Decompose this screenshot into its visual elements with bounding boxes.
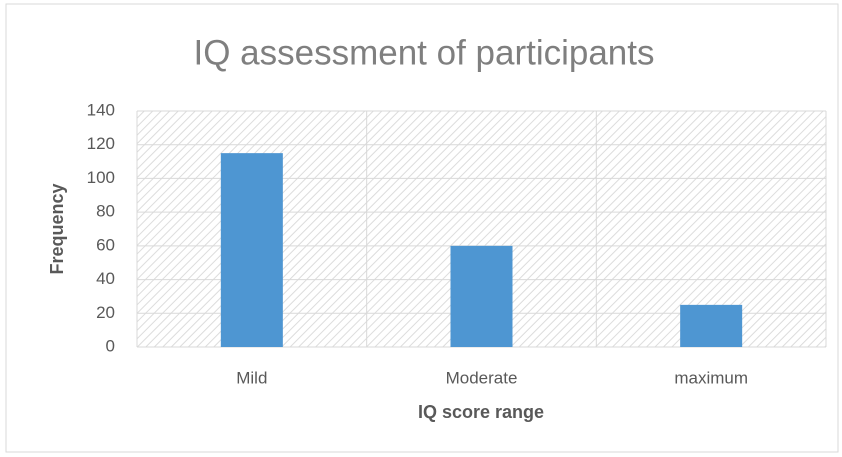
x-axis-label: IQ score range: [418, 402, 544, 422]
bar: [680, 304, 743, 347]
chart-title: IQ assessment of participants: [193, 33, 654, 72]
bar: [450, 245, 513, 347]
y-tick-label: 80: [96, 202, 115, 221]
y-tick-label: 100: [87, 168, 115, 187]
y-tick-label: 140: [87, 100, 115, 119]
y-tick-label: 120: [87, 134, 115, 153]
x-tick-label: Mild: [236, 368, 267, 387]
chart-border: [5, 3, 839, 453]
y-tick-label: 20: [96, 303, 115, 322]
x-tick-label: Moderate: [446, 368, 518, 387]
x-tick-label: maximum: [674, 368, 748, 387]
y-tick-label: 40: [96, 269, 115, 288]
y-tick-label: 60: [96, 235, 115, 254]
bar: [220, 153, 283, 347]
y-axis-label: Frequency: [47, 183, 67, 274]
y-tick-label: 0: [106, 336, 115, 355]
